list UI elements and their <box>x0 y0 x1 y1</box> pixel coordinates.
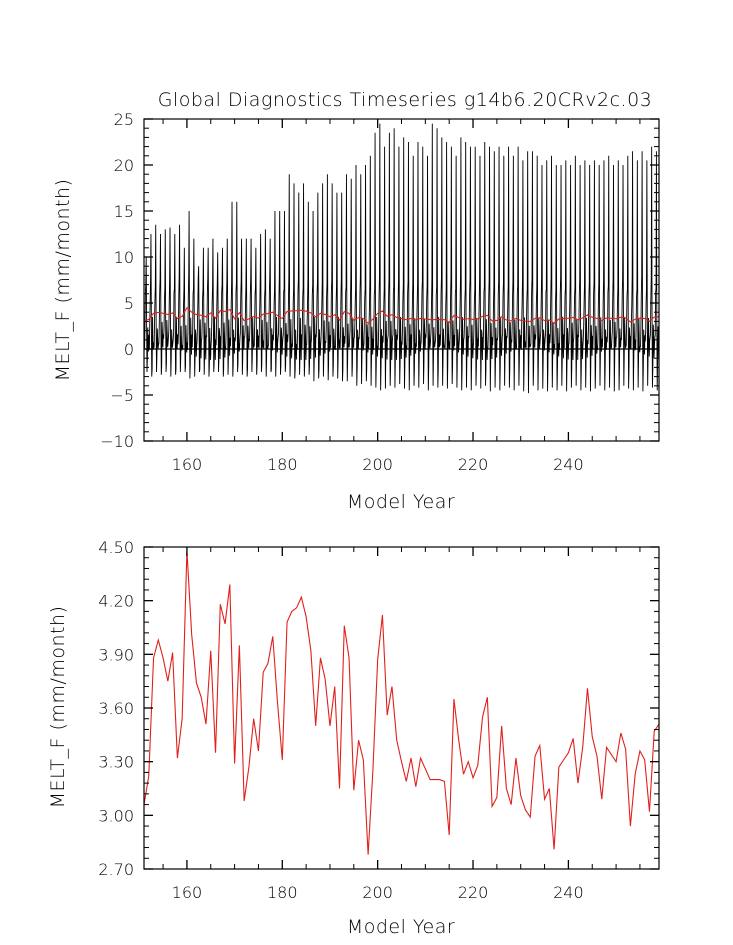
top-y-tick-label: 25 <box>114 110 134 129</box>
top-annual-series-line <box>143 306 660 325</box>
bottom-x-axis-label: Model Year <box>347 916 455 938</box>
bottom-y-tick-label: 3.30 <box>98 753 134 772</box>
top-chart-title: Global Diagnostics Timeseries g14b6.20CR… <box>158 89 653 111</box>
top-x-axis-label: Model Year <box>347 491 455 513</box>
top-y-tick-label: 20 <box>114 156 134 175</box>
top-y-tick-label: −10 <box>100 432 134 451</box>
bottom-x-tick-label: 220 <box>458 883 489 902</box>
bottom-y-tick-label: 4.50 <box>98 538 134 557</box>
top-x-tick-label: 160 <box>172 455 203 474</box>
top-panel: Global Diagnostics Timeseries g14b6.20CR… <box>52 89 660 513</box>
top-y-tick-label: 0 <box>124 340 134 359</box>
bottom-x-tick-label: 180 <box>267 883 298 902</box>
bottom-y-tick-label: 3.90 <box>98 645 134 664</box>
top-series-layer <box>143 123 660 394</box>
bottom-x-tick-label: 200 <box>362 883 393 902</box>
top-y-axis-label: MELT_F (mm/month) <box>52 179 74 382</box>
top-axes: 160 180 200 220 240 −10 −5 0 5 10 15 20 25 <box>100 110 660 474</box>
bottom-y-tick-label: 4.20 <box>98 592 134 611</box>
bottom-y-tick-label: 3.00 <box>98 806 134 825</box>
bottom-y-tick-label: 3.60 <box>98 699 134 718</box>
bottom-y-tick-label: 2.70 <box>98 860 134 879</box>
top-x-tick-label: 220 <box>458 455 489 474</box>
bottom-series-layer <box>143 550 660 855</box>
top-y-tick-label: 10 <box>114 248 134 267</box>
bottom-annual-series-line <box>143 550 660 855</box>
bottom-axes: 160 180 200 220 240 2.70 3.00 3.30 3.60 3.90 4.20 4… <box>98 538 660 902</box>
bottom-x-tick-label: 160 <box>172 883 203 902</box>
bottom-x-tick-label: 240 <box>553 883 584 902</box>
top-monthly-series-line <box>143 123 660 394</box>
bottom-y-axis-label: MELT_F (mm/month) <box>47 606 69 809</box>
top-y-tick-label: −5 <box>110 386 134 405</box>
top-y-tick-label: 15 <box>114 202 134 221</box>
top-plot-frame <box>143 118 660 442</box>
bottom-plot-frame <box>143 546 660 870</box>
top-x-tick-label: 240 <box>553 455 584 474</box>
bottom-panel: 160 180 200 220 240 2.70 3.00 3.30 3.60 3.90 4.20 4… <box>47 538 660 938</box>
top-x-tick-label: 200 <box>362 455 393 474</box>
top-x-tick-label: 180 <box>267 455 298 474</box>
top-y-tick-label: 5 <box>124 294 134 313</box>
